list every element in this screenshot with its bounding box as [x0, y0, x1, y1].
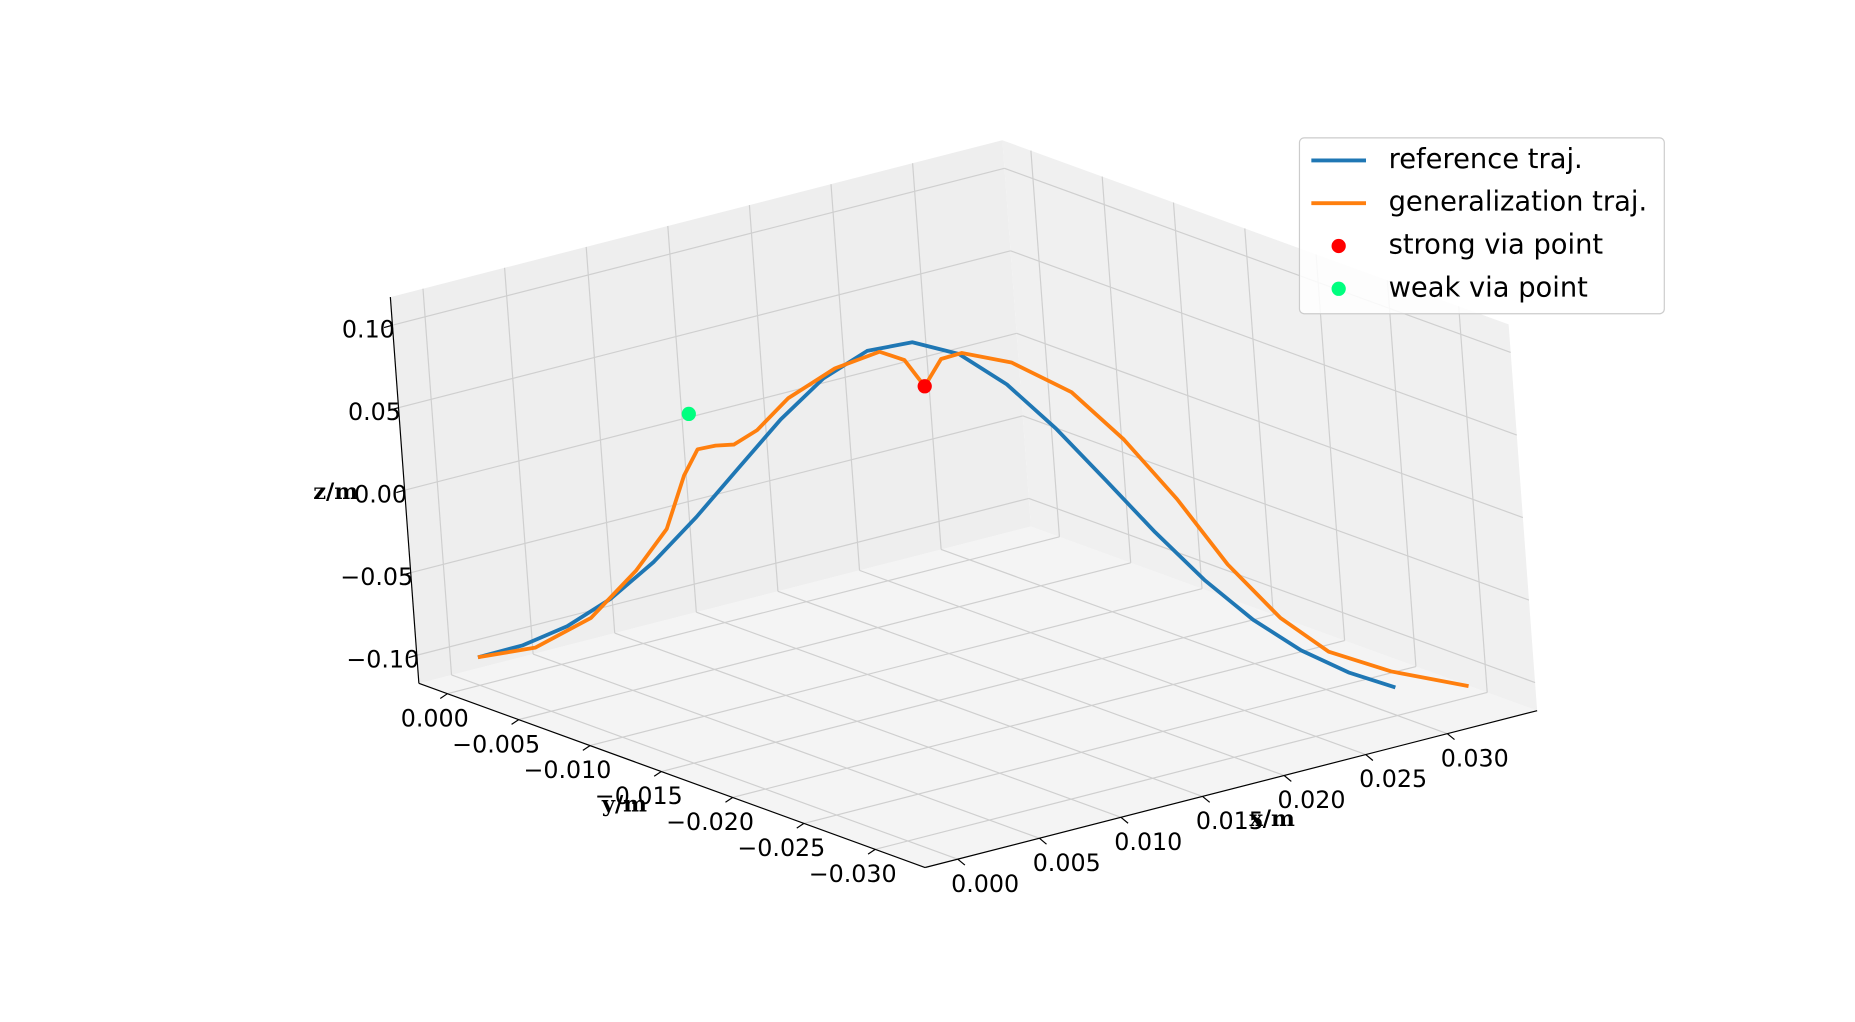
x-tick: [957, 858, 966, 866]
x-grid-line: [859, 569, 1366, 756]
y-grid-line: [589, 588, 1203, 747]
z-tick: [396, 489, 405, 494]
x-tick: [1283, 775, 1292, 782]
legend-label: strong via point: [1389, 229, 1604, 260]
trajectory-line: [477, 349, 1469, 689]
y-grid-line: [661, 614, 1274, 773]
y-tick: [582, 745, 591, 751]
x-tick-label: 0.010: [1114, 828, 1182, 856]
x-tick: [1038, 837, 1047, 845]
x-tick-label: 0.015: [1196, 807, 1264, 835]
y-tick-label: −0.005: [452, 730, 540, 758]
y-tick: [511, 719, 520, 725]
y-tick: [796, 822, 805, 829]
z-tick: [383, 324, 393, 329]
x-tick: [1120, 816, 1129, 824]
x-axis-line: [924, 710, 1538, 869]
via-point: [917, 379, 932, 394]
legend-label: generalization traj.: [1389, 187, 1648, 218]
z-axis-line: [389, 297, 420, 684]
z-grid-line: [1010, 250, 1517, 436]
z-grid-line: [1022, 415, 1530, 601]
y-tick: [439, 693, 448, 699]
legend-swatch: [1331, 238, 1346, 254]
legend: reference traj. generalization traj. stron…: [1298, 137, 1665, 315]
y-grid-line: [803, 665, 1417, 824]
x-tick-label: 0.005: [1033, 849, 1101, 877]
x-grid-line: [532, 653, 1040, 839]
y-tick-label: −0.030: [809, 860, 897, 888]
z-tick: [408, 654, 417, 659]
grid: [392, 150, 1536, 860]
y-tick-label: −0.015: [595, 782, 683, 810]
z-tick-label: 0.00: [354, 481, 407, 509]
z-tick: [402, 572, 411, 576]
x-tick-label: 0.000: [951, 870, 1019, 898]
z-grid-line: [1016, 332, 1524, 519]
z-grid-line: [416, 497, 1029, 656]
x-grid-line: [777, 590, 1285, 777]
via-point: [681, 406, 696, 422]
y-axis-label: y/m: [601, 792, 647, 818]
x-grid-line: [451, 674, 958, 860]
y-grid-line: [875, 691, 1488, 850]
x-tick-label: 0.030: [1441, 744, 1509, 772]
x-tick-label: 0.025: [1359, 765, 1427, 793]
z-tick: [390, 407, 399, 411]
y-tick: [653, 771, 662, 777]
z-tick-label: −0.10: [346, 646, 419, 674]
y-grid-line: [518, 562, 1131, 721]
x-grid-line: [940, 548, 1448, 735]
x-tick: [1202, 795, 1211, 803]
y-axis-line: [418, 682, 926, 869]
y-tick: [867, 848, 876, 855]
y-tick-label: −0.025: [737, 834, 825, 862]
z-grid-line: [1028, 497, 1536, 684]
x-grid-line: [614, 632, 1122, 818]
z-grid-line: [404, 332, 1017, 491]
legend-label: reference traj.: [1389, 144, 1583, 175]
z-grid-line: [392, 167, 1005, 326]
y-tick-label: −0.020: [666, 808, 754, 836]
y-tick: [725, 796, 733, 803]
x-tick: [1365, 754, 1374, 761]
y-grid-line: [732, 640, 1345, 799]
legend-swatch: [1331, 281, 1346, 296]
x-tick: [1446, 733, 1455, 741]
trajectory-line: [477, 340, 1396, 690]
z-tick-label: 0.05: [348, 398, 401, 426]
x-tick-label: 0.020: [1278, 786, 1346, 814]
legend-label: weak via point: [1389, 272, 1589, 303]
z-grid-line: [1004, 167, 1511, 354]
z-axis-label: z/m: [313, 479, 358, 505]
z-tick-label: 0.10: [342, 316, 395, 344]
y-tick-label: 0.000: [401, 704, 469, 732]
z-tick-label: −0.05: [340, 563, 413, 591]
x-axis-label: x/m: [1249, 806, 1295, 832]
legend-box: [1298, 137, 1665, 315]
y-tick-label: −0.010: [523, 756, 611, 784]
y-grid-line: [447, 536, 1060, 695]
axes: 0.0000.0050.0100.0150.0200.0250.0300.000…: [340, 297, 1538, 898]
x-grid-line: [696, 611, 1203, 797]
plot-area: [477, 340, 1469, 690]
z-grid-line: [398, 250, 1011, 409]
